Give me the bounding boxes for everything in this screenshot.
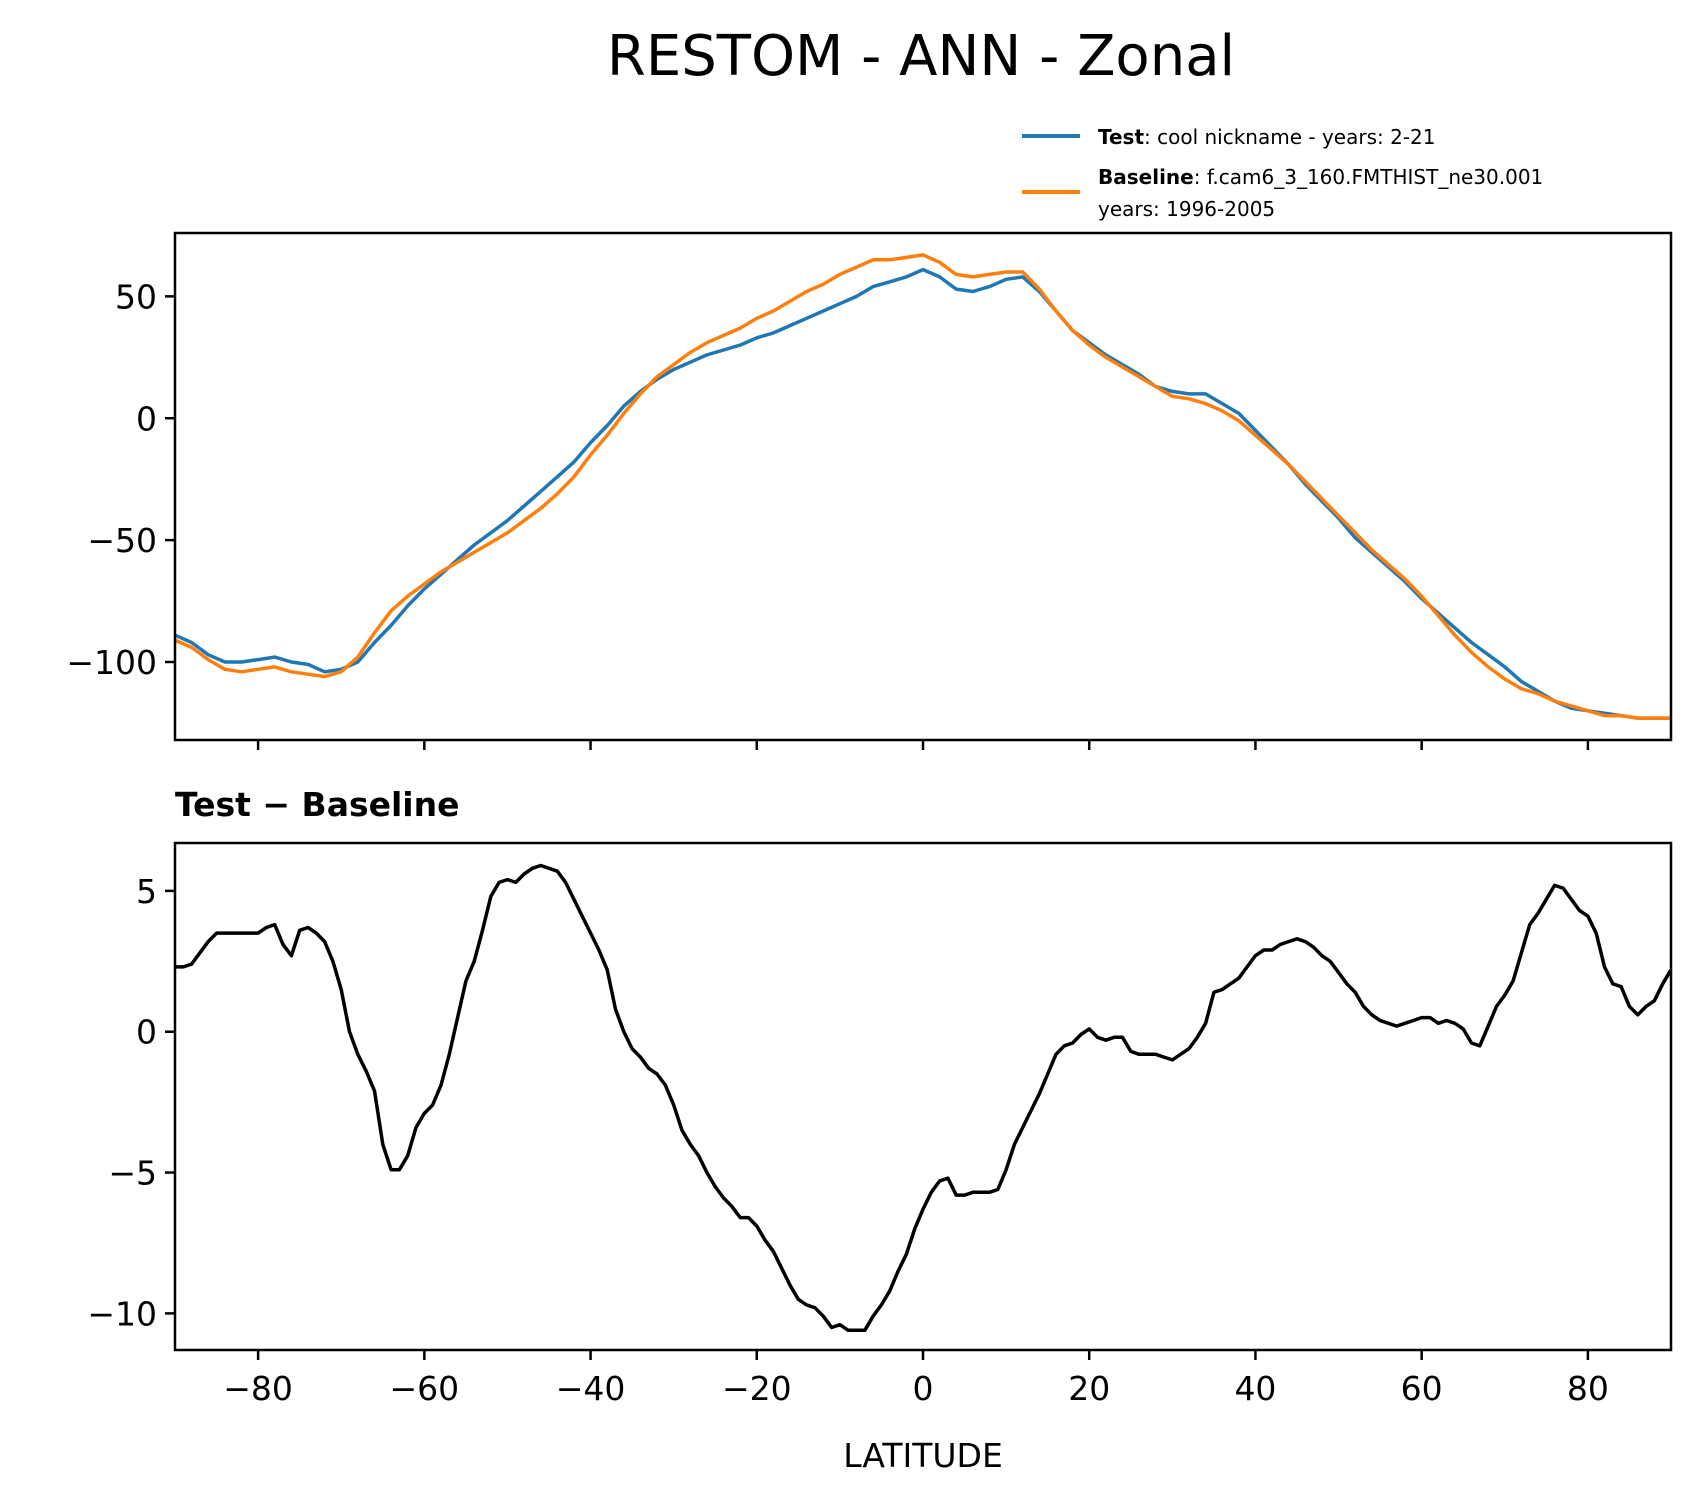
lower-panel: 5 0 −5 −10 −80 −60 −40 −20 0 20 40 60 80 [87, 841, 1673, 1408]
x-tick-label: 0 [913, 1369, 934, 1408]
y-tick-label-lower: 5 [136, 872, 157, 911]
y-tick-label-lower: −10 [87, 1294, 157, 1333]
x-tick-label: −20 [722, 1369, 792, 1408]
x-tick-label: −80 [223, 1369, 293, 1408]
y-tick-label-upper: 50 [115, 277, 157, 316]
x-tick-label: −40 [556, 1369, 626, 1408]
legend-label-baseline-bold: Baseline [1098, 165, 1194, 189]
y-tick-label-lower: 0 [136, 1013, 157, 1052]
upper-panel: 50 0 −50 −100 [66, 231, 1673, 750]
series-line-diff-lower [175, 863, 1673, 1333]
series-line-baseline-upper [174, 253, 1671, 720]
legend-label-baseline-rest: : f.cam6_3_160.FMTHIST_ne30.001 [1194, 165, 1544, 189]
x-axis-label: LATITUDE [843, 1436, 1003, 1475]
series-line-test-upper [174, 267, 1671, 720]
lower-panel-frame [173, 841, 1673, 1352]
y-tick-label-upper: −50 [87, 521, 157, 560]
x-tick-label: 80 [1567, 1369, 1609, 1408]
legend: Test: cool nickname - years: 2-21 Baseli… [1022, 125, 1543, 221]
y-tick-label-lower: −5 [108, 1154, 157, 1193]
x-tick-label: 20 [1068, 1369, 1110, 1408]
legend-label-test-bold: Test [1098, 125, 1144, 149]
legend-label-baseline: Baseline: f.cam6_3_160.FMTHIST_ne30.001 [1098, 165, 1543, 189]
x-tick-label: 40 [1234, 1369, 1276, 1408]
legend-label-test-rest: : cool nickname - years: 2-21 [1144, 125, 1435, 149]
y-tick-label-upper: −100 [66, 643, 157, 682]
legend-label-test: Test: cool nickname - years: 2-21 [1098, 125, 1435, 149]
difference-panel-title: Test − Baseline [175, 785, 460, 824]
chart-title: RESTOM - ANN - Zonal [607, 24, 1235, 89]
upper-panel-frame [173, 231, 1673, 742]
x-tick-label: −60 [390, 1369, 460, 1408]
x-tick-label: 60 [1401, 1369, 1443, 1408]
legend-label-baseline-line2: years: 1996-2005 [1098, 197, 1275, 221]
y-tick-label-upper: 0 [136, 399, 157, 438]
